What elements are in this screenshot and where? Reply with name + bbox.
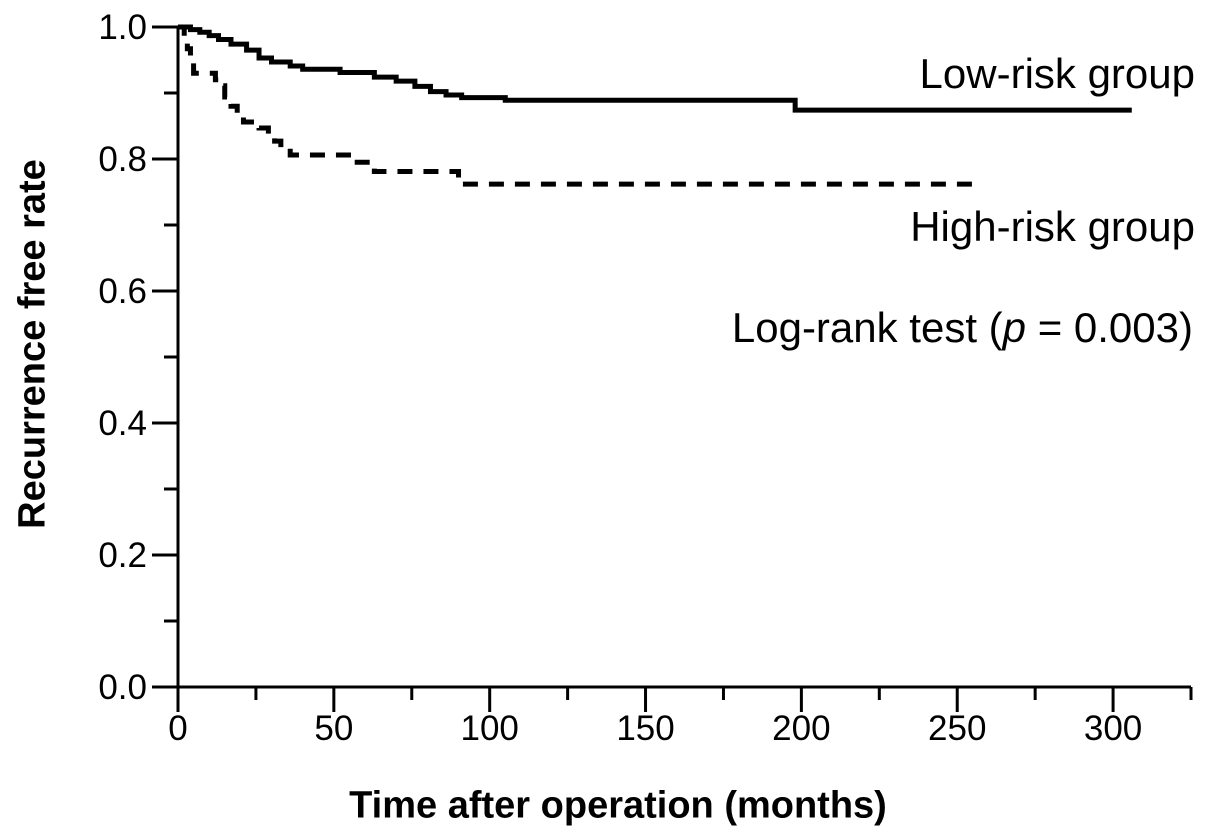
y-tick-label: 0.0 xyxy=(98,668,147,707)
x-tick-label: 0 xyxy=(168,709,187,748)
x-tick-label: 300 xyxy=(1084,709,1142,748)
y-axis-title: Recurrence free rate xyxy=(11,159,54,529)
y-tick-label: 0.2 xyxy=(98,536,147,575)
y-tick-label: 0.6 xyxy=(98,272,147,311)
x-tick-label: 100 xyxy=(460,709,518,748)
series-label-high-risk: High-risk group xyxy=(910,203,1195,250)
x-tick-label: 200 xyxy=(772,709,830,748)
km-curve-high-risk xyxy=(178,24,976,187)
x-tick-label: 50 xyxy=(314,709,353,748)
x-tick-label: 150 xyxy=(616,709,674,748)
logrank-p-symbol: p xyxy=(1002,304,1027,351)
series-label-low-risk: Low-risk group xyxy=(919,50,1195,97)
y-tick-label: 0.4 xyxy=(98,404,147,443)
km-curve-low-risk xyxy=(178,24,1132,113)
logrank-annotation: Log-rank test (p = 0.003) xyxy=(732,304,1193,352)
logrank-suffix: = 0.003) xyxy=(1026,304,1193,351)
x-tick-label: 250 xyxy=(928,709,986,748)
y-tick-label: 1.0 xyxy=(98,8,147,47)
y-tick-label: 0.8 xyxy=(98,140,147,179)
logrank-prefix: Log-rank test ( xyxy=(731,304,1003,351)
x-axis-title: Time after operation (months) xyxy=(349,784,887,827)
